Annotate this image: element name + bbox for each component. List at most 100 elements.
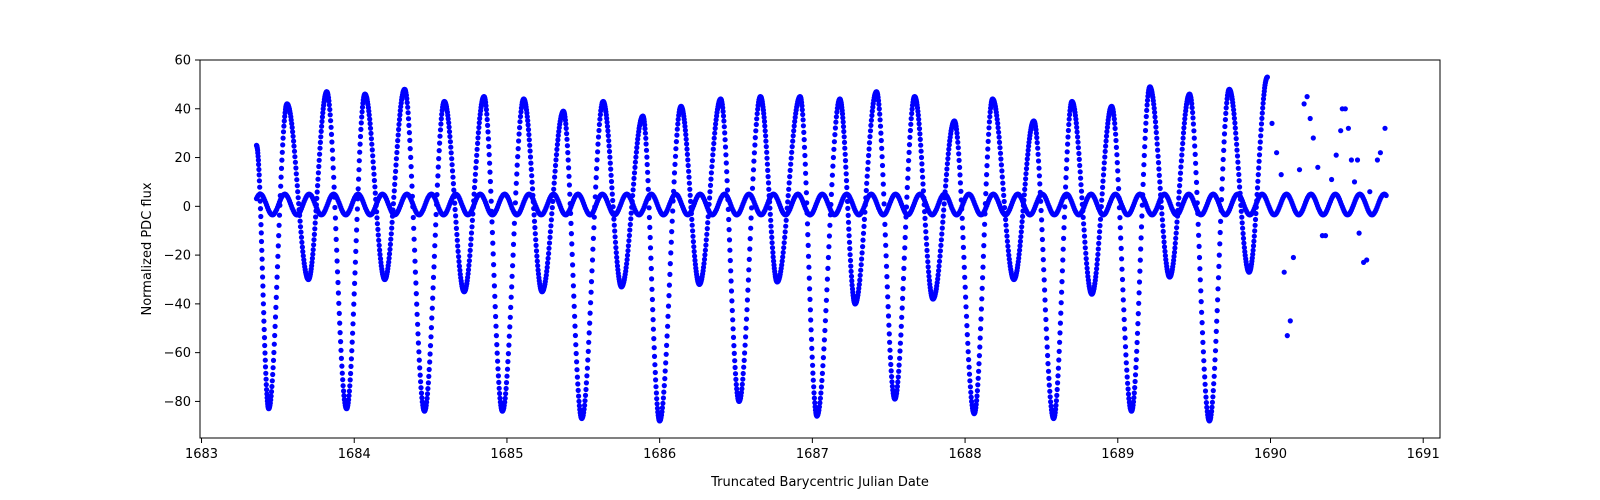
data-point [429, 315, 435, 321]
data-point [513, 180, 519, 186]
data-point [1209, 404, 1215, 410]
data-point [895, 374, 901, 380]
data-point [823, 308, 829, 314]
data-point [1001, 192, 1007, 198]
data-point [1005, 248, 1012, 254]
data-point [1117, 215, 1123, 221]
data-point [1043, 326, 1049, 332]
data-point [974, 398, 980, 404]
data-point [623, 265, 629, 271]
data-point [467, 247, 473, 253]
data-point [906, 158, 912, 164]
data-point [416, 349, 422, 355]
data-point [258, 230, 264, 236]
data-point [1056, 357, 1062, 363]
data-point [386, 259, 392, 265]
data-point [662, 376, 668, 382]
data-point [507, 324, 513, 330]
data-point [1045, 361, 1051, 367]
data-point [348, 363, 354, 369]
data-point [426, 373, 432, 379]
data-point [726, 216, 732, 223]
data-point [527, 154, 534, 160]
data-point [899, 314, 905, 320]
data-point [612, 228, 618, 234]
data-point [572, 313, 578, 319]
data-point [1233, 136, 1239, 142]
data-point [769, 245, 776, 251]
data-point [886, 331, 892, 337]
data-point [348, 356, 354, 362]
data-point [649, 276, 655, 282]
data-point [534, 258, 540, 264]
data-point [474, 146, 480, 152]
data-point [1095, 246, 1101, 252]
data-point [436, 156, 442, 162]
data-point [799, 107, 805, 113]
data-point [967, 384, 974, 390]
data-point [652, 362, 658, 368]
data-point [958, 188, 964, 194]
data-point [908, 121, 914, 127]
data-point [1035, 151, 1041, 157]
data-point [889, 374, 895, 380]
data-point [347, 383, 353, 389]
data-point [1058, 310, 1064, 316]
data-point [614, 259, 620, 265]
data-point [1123, 360, 1129, 366]
data-point [281, 118, 287, 124]
data-point [1151, 105, 1157, 111]
data-point [883, 263, 890, 269]
data-point [1177, 183, 1183, 189]
data-point [1190, 115, 1196, 121]
data-point [739, 386, 745, 392]
data-point [861, 223, 867, 229]
data-point [1137, 268, 1143, 274]
data-point [659, 409, 665, 415]
data-point [413, 291, 419, 297]
data-point [319, 118, 325, 125]
data-point [1304, 94, 1310, 100]
data-point [291, 138, 297, 144]
data-point [926, 277, 933, 284]
data-point [832, 125, 839, 131]
data-point [1152, 119, 1159, 125]
data-point [809, 354, 815, 360]
data-point [987, 109, 993, 115]
data-point [1122, 326, 1128, 332]
data-point [408, 164, 414, 170]
data-point [806, 275, 812, 281]
data-point [1258, 121, 1265, 127]
data-point [924, 253, 931, 259]
data-point [1056, 348, 1062, 354]
data-point [894, 387, 900, 393]
data-point [279, 157, 285, 163]
data-point [326, 98, 332, 104]
data-point [1113, 131, 1119, 137]
data-point [1057, 339, 1063, 345]
data-point [532, 231, 538, 237]
data-point [417, 365, 423, 371]
data-point [803, 170, 809, 176]
data-point [1153, 129, 1159, 136]
data-point [412, 247, 418, 253]
data-point [347, 377, 353, 383]
data-point [1203, 394, 1209, 400]
data-point [346, 397, 352, 403]
data-point [1074, 129, 1080, 135]
data-point [965, 349, 971, 355]
data-point [689, 222, 695, 228]
data-point [666, 282, 673, 288]
data-point [369, 141, 375, 147]
data-point [858, 262, 864, 268]
data-point [1078, 188, 1085, 194]
data-point [473, 158, 479, 165]
data-point [1018, 234, 1024, 240]
data-point [729, 307, 735, 314]
data-point [514, 162, 520, 168]
data-point [1322, 233, 1329, 239]
data-point [1192, 151, 1198, 157]
data-point [297, 218, 303, 224]
data-point [762, 128, 768, 134]
data-point [688, 198, 694, 204]
